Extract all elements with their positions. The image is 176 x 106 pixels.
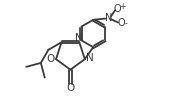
Text: +: + bbox=[119, 2, 125, 11]
Text: N: N bbox=[86, 53, 94, 63]
Text: -: - bbox=[124, 19, 127, 28]
Text: N: N bbox=[105, 13, 113, 23]
Text: O: O bbox=[114, 4, 122, 14]
Text: O: O bbox=[47, 54, 55, 64]
Text: O: O bbox=[117, 18, 125, 28]
Text: N: N bbox=[75, 33, 83, 43]
Text: O: O bbox=[67, 83, 75, 93]
